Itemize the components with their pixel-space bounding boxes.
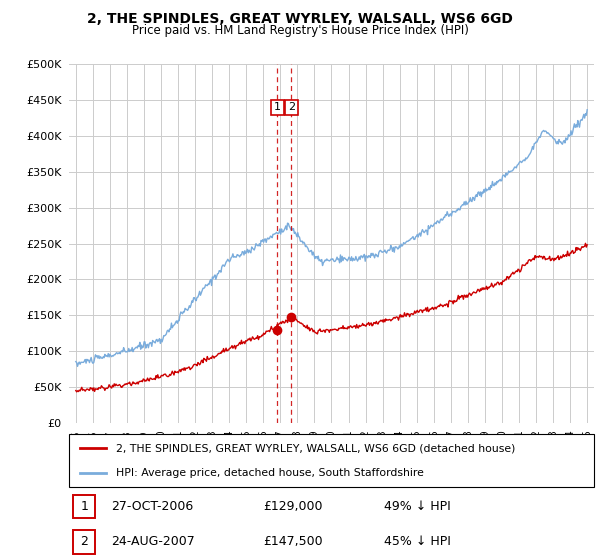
Text: 49% ↓ HPI: 49% ↓ HPI: [384, 500, 451, 513]
Text: £147,500: £147,500: [263, 535, 323, 548]
Text: HPI: Average price, detached house, South Staffordshire: HPI: Average price, detached house, Sout…: [116, 468, 424, 478]
Text: 2, THE SPINDLES, GREAT WYRLEY, WALSALL, WS6 6GD (detached house): 2, THE SPINDLES, GREAT WYRLEY, WALSALL, …: [116, 444, 515, 454]
Text: Price paid vs. HM Land Registry's House Price Index (HPI): Price paid vs. HM Land Registry's House …: [131, 24, 469, 37]
Text: 45% ↓ HPI: 45% ↓ HPI: [384, 535, 451, 548]
Bar: [73, 494, 95, 519]
Text: 24-AUG-2007: 24-AUG-2007: [111, 535, 195, 548]
Text: 2, THE SPINDLES, GREAT WYRLEY, WALSALL, WS6 6GD: 2, THE SPINDLES, GREAT WYRLEY, WALSALL, …: [87, 12, 513, 26]
Text: 2: 2: [288, 102, 295, 113]
Bar: [73, 530, 95, 554]
Text: 27-OCT-2006: 27-OCT-2006: [111, 500, 193, 513]
Text: 2: 2: [80, 535, 88, 548]
Text: 1: 1: [274, 102, 281, 113]
Text: £129,000: £129,000: [263, 500, 323, 513]
Text: 1: 1: [80, 500, 88, 513]
